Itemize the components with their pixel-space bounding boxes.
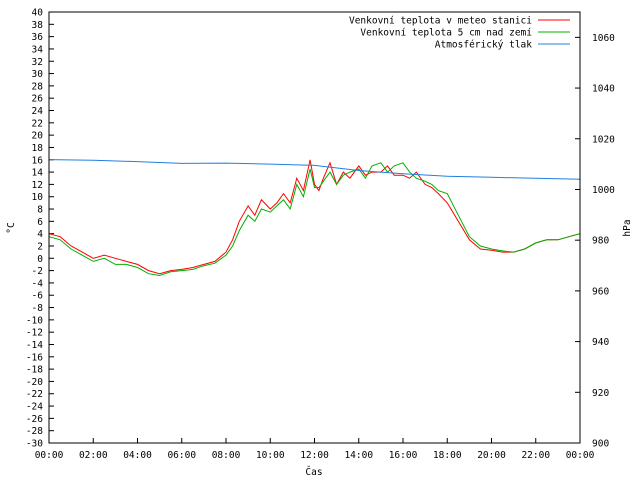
y-left-tick-label: -28 [26,426,43,437]
y-left-tick-label: 4 [37,229,43,240]
x-tick-label: 12:00 [300,450,329,461]
legend-label: Venkovní teplota v meteo stanici [349,16,532,27]
y-left-tick-label: -10 [26,315,43,326]
y-left-tick-label: -4 [32,278,44,289]
y-left-tick-label: 32 [32,57,43,68]
x-tick-label: 16:00 [389,450,418,461]
y-left-tick-label: 0 [37,254,43,265]
x-tick-label: 08:00 [212,450,241,461]
legend-label: Atmosférický tlak [435,40,533,51]
series-line-1 [48,159,581,275]
y-left-tick-label: -26 [26,414,43,425]
series-layer [48,159,581,277]
plot-frame [48,11,581,444]
y-left-tick-label: 26 [32,94,44,105]
x-tick-label: 00:00 [35,450,64,461]
y-left-tick-label: 8 [37,205,43,216]
y-left-tick-label: 40 [32,8,44,19]
y-left-tick-label: 16 [32,155,44,166]
y-left-tick-label: -2 [32,266,43,277]
y-left-tick-label: 38 [32,20,44,31]
x-tick-label: 14:00 [344,450,373,461]
y-right-tick-label: 1060 [592,33,615,44]
y-left-tick-label: 2 [37,241,43,252]
series-line-2 [48,162,581,277]
y-left-tick-label: -14 [26,340,43,351]
y-left-tick-label: 10 [32,192,44,203]
y-right-tick-label: 1020 [592,134,615,145]
y-left-tick-label: -24 [26,402,43,413]
y-axis-right-title: hPa [622,219,633,236]
y-left-tick-label: 28 [32,81,44,92]
y-left-tick-label: -8 [32,303,44,314]
y-left-tick-label: -6 [32,291,44,302]
y-right-tick-label: 1000 [592,185,615,196]
y-left-tick-label: -12 [26,328,43,339]
y-left-tick-label: 6 [37,217,43,228]
legend-label: Venkovní teplota 5 cm nad zemí [360,28,532,39]
y-left-tick-label: -30 [26,439,43,450]
y-left-tick-label: -16 [26,352,43,363]
x-tick-label: 02:00 [79,450,108,461]
axes: 4038363432302826242220181614121086420-2-… [26,8,615,462]
y-right-tick-label: 900 [592,439,609,450]
y-left-tick-label: 24 [32,106,44,117]
y-axis-left-title: °C [6,222,17,233]
y-left-tick-label: -22 [26,389,43,400]
legend: Venkovní teplota v meteo staniciVenkovní… [349,16,570,51]
y-right-tick-label: 1040 [592,84,615,95]
y-left-tick-label: 12 [32,180,43,191]
y-right-tick-label: 960 [592,286,609,297]
x-tick-label: 04:00 [123,450,152,461]
y-left-tick-label: 36 [32,32,44,43]
y-left-tick-label: 34 [32,44,44,55]
y-right-tick-label: 980 [592,236,609,247]
x-tick-label: 06:00 [167,450,196,461]
y-left-tick-label: -20 [26,377,43,388]
y-left-tick-label: -18 [26,365,43,376]
x-tick-label: 00:00 [566,450,595,461]
x-tick-label: 10:00 [256,450,285,461]
y-left-tick-label: 18 [32,143,44,154]
y-left-tick-label: 14 [32,168,44,179]
y-right-tick-label: 920 [592,388,609,399]
y-left-tick-label: 20 [32,131,44,142]
y-left-tick-label: 22 [32,118,43,129]
x-tick-label: 20:00 [477,450,506,461]
x-tick-label: 18:00 [433,450,462,461]
series-line-3 [48,159,581,180]
x-axis-title: Čas [305,466,322,478]
x-tick-label: 22:00 [521,450,550,461]
y-right-tick-label: 940 [592,337,609,348]
y-left-tick-label: 30 [32,69,44,80]
